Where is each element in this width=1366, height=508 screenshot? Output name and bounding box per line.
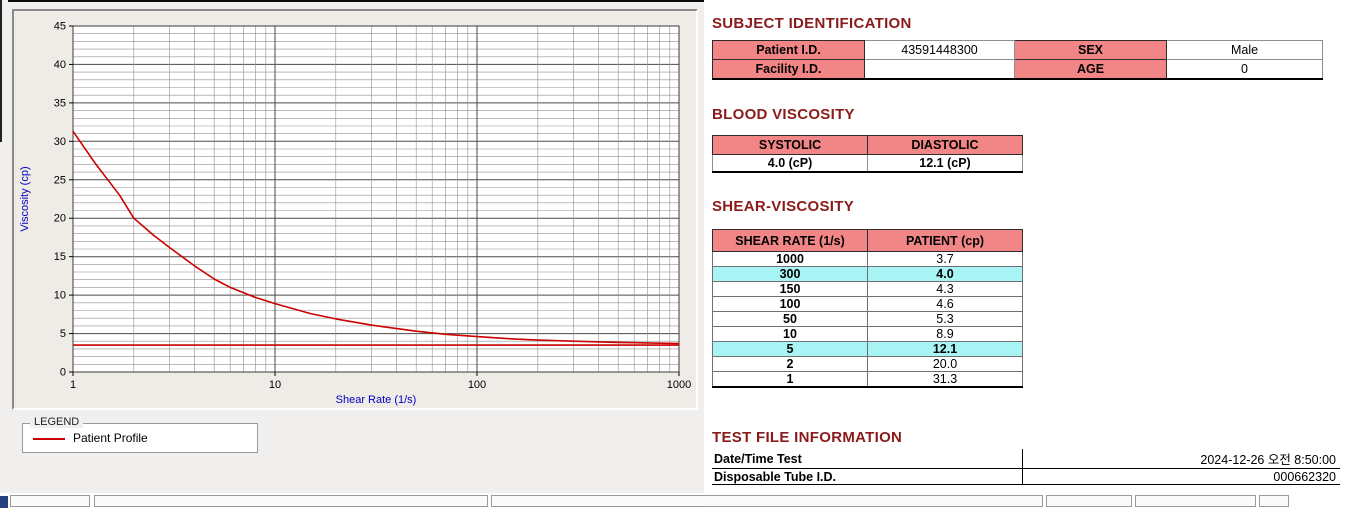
shear-row-highlighted: 5 12.1 [712, 341, 1023, 357]
patient-id-label: Patient I.D. [712, 40, 865, 60]
bottom-left-fragment[interactable] [0, 496, 8, 508]
test-file-information-table: Date/Time Test 2024-12-26 오전 8:50:00 Dis… [712, 449, 1340, 485]
svg-text:100: 100 [468, 379, 486, 391]
sex-label: SEX [1014, 40, 1167, 60]
viscosity-chart-panel: 0 5 10 15 20 25 30 35 40 45 1 10 100 1000 Shear Rate (… [12, 9, 698, 410]
svg-text:10: 10 [54, 290, 66, 302]
date-time-test-value: 2024-12-26 오전 8:50:00 [1021, 449, 1340, 469]
date-time-test-label: Date/Time Test [712, 449, 1022, 469]
svg-text:30: 30 [54, 136, 66, 148]
svg-text:45: 45 [54, 21, 66, 33]
svg-text:Shear Rate (1/s): Shear Rate (1/s) [336, 394, 417, 406]
svg-text:0: 0 [60, 367, 66, 379]
bottom-window-fragment[interactable] [94, 495, 488, 507]
age-value: 0 [1166, 59, 1323, 79]
shear-row: 10 8.9 [712, 326, 1023, 342]
disposable-tube-id-label: Disposable Tube I.D. [712, 468, 1022, 485]
shear-row: 100 4.6 [712, 296, 1023, 312]
blood-viscosity-heading: BLOOD VISCOSITY [712, 106, 855, 123]
blood-viscosity-table: SYSTOLIC DIASTOLIC 4.0 (cP) 12.1 (cP) [712, 135, 1023, 173]
shear-viscosity-table: SHEAR RATE (1/s) PATIENT (cp) 1000 3.7 3… [712, 229, 1023, 388]
svg-text:40: 40 [54, 59, 66, 71]
bottom-window-fragment[interactable] [1046, 495, 1132, 507]
legend-entry-label: Patient Profile [73, 431, 148, 445]
subject-row-2: Facility I.D. AGE 0 [712, 59, 1323, 79]
results-panel: SUBJECT IDENTIFICATION Patient I.D. 4359… [704, 0, 1366, 508]
age-label: AGE [1014, 59, 1167, 79]
diastolic-label: DIASTOLIC [867, 135, 1023, 155]
window-top-border [8, 0, 1366, 2]
systolic-label: SYSTOLIC [712, 135, 868, 155]
legend-box: Patient Profile [22, 423, 258, 453]
test-file-information-heading: TEST FILE INFORMATION [712, 429, 903, 446]
shear-row: 50 5.3 [712, 311, 1023, 327]
svg-text:35: 35 [54, 97, 66, 109]
shear-viscosity-heading: SHEAR-VISCOSITY [712, 198, 855, 215]
sex-value: Male [1166, 40, 1323, 60]
svg-text:15: 15 [54, 251, 66, 263]
test-file-row: Disposable Tube I.D. 000662320 [712, 468, 1340, 485]
svg-text:25: 25 [54, 174, 66, 186]
svg-text:1: 1 [70, 379, 76, 391]
bottom-window-fragment[interactable] [10, 495, 90, 507]
shear-row: 2 20.0 [712, 356, 1023, 372]
bottom-window-fragment[interactable] [1135, 495, 1256, 507]
blood-value-row: 4.0 (cP) 12.1 (cP) [712, 154, 1023, 172]
viscosity-chart: 0 5 10 15 20 25 30 35 40 45 1 10 100 1000 Shear Rate (… [19, 21, 691, 407]
subject-row-1: Patient I.D. 43591448300 SEX Male [712, 40, 1323, 60]
legend-box-title: LEGEND [30, 416, 84, 428]
facility-id-label: Facility I.D. [712, 59, 865, 79]
systolic-value: 4.0 (cP) [712, 154, 868, 172]
legend-line-sample [33, 438, 65, 440]
svg-text:Viscosity (cp): Viscosity (cp) [19, 166, 31, 231]
shear-rate-col-header: SHEAR RATE (1/s) [712, 229, 868, 252]
shear-row: 1 31.3 [712, 371, 1023, 388]
bottom-window-fragment[interactable] [491, 495, 1043, 507]
shear-row: 150 4.3 [712, 281, 1023, 297]
window-left-border [0, 0, 2, 142]
diastolic-value: 12.1 (cP) [867, 154, 1023, 172]
patient-col-header: PATIENT (cp) [867, 229, 1023, 252]
blood-header-row: SYSTOLIC DIASTOLIC [712, 135, 1023, 155]
shear-row: 1000 3.7 [712, 251, 1023, 267]
svg-text:20: 20 [54, 213, 66, 225]
facility-id-value [864, 59, 1015, 79]
disposable-tube-id-value: 000662320 [1021, 468, 1340, 485]
shear-header-row: SHEAR RATE (1/s) PATIENT (cp) [712, 229, 1023, 252]
svg-text:5: 5 [60, 328, 66, 340]
bottom-window-fragment[interactable] [1259, 495, 1289, 507]
subject-identification-heading: SUBJECT IDENTIFICATION [712, 15, 912, 32]
test-file-row: Date/Time Test 2024-12-26 오전 8:50:00 [712, 449, 1340, 469]
svg-text:1000: 1000 [667, 379, 691, 391]
shear-row-highlighted: 300 4.0 [712, 266, 1023, 282]
subject-identification-table: Patient I.D. 43591448300 SEX Male Facili… [712, 40, 1323, 80]
svg-text:10: 10 [269, 379, 281, 391]
patient-id-value: 43591448300 [864, 40, 1015, 60]
